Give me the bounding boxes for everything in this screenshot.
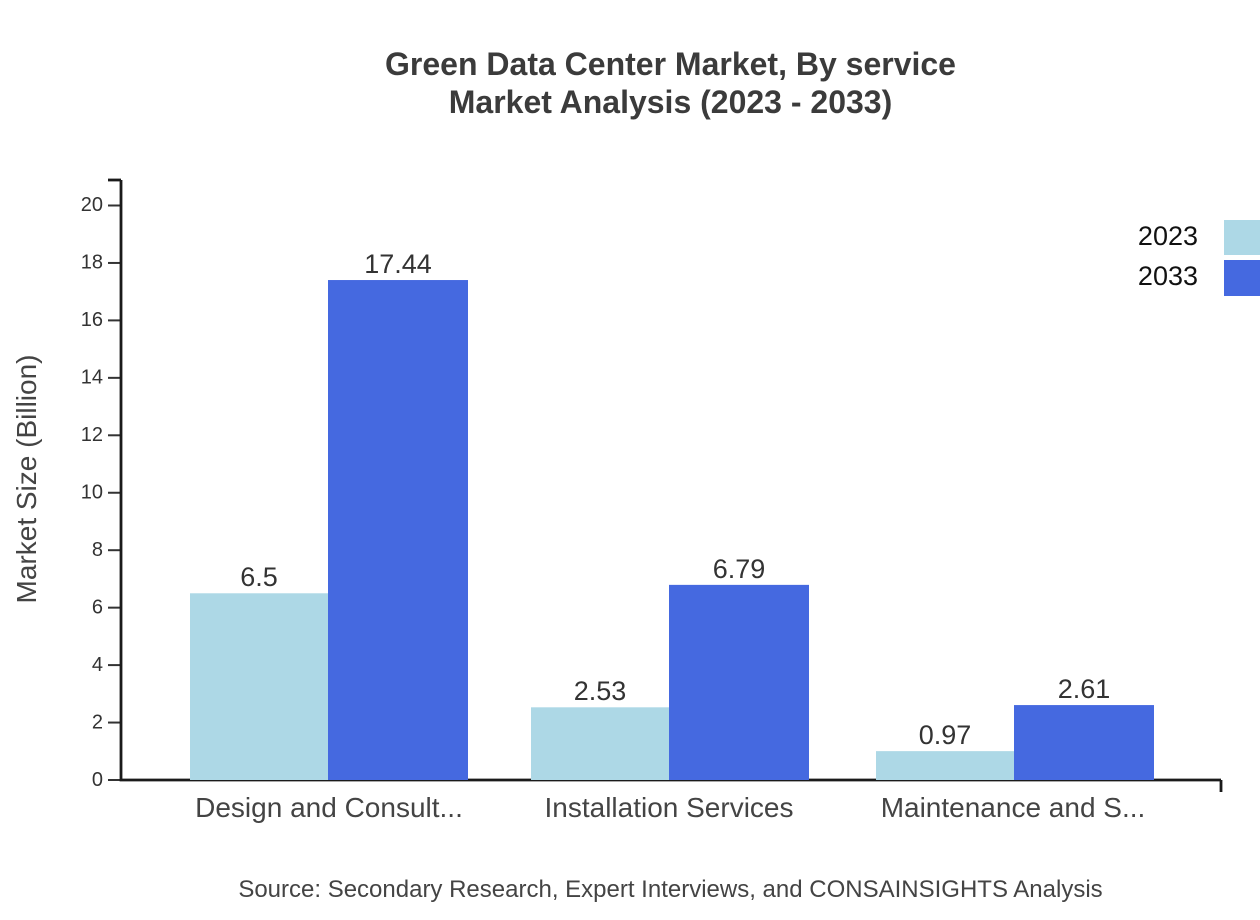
svg-text:Market Size (Billion): Market Size (Billion) bbox=[11, 355, 42, 604]
svg-text:17.44: 17.44 bbox=[364, 249, 432, 279]
svg-text:2: 2 bbox=[92, 712, 103, 734]
svg-text:16: 16 bbox=[81, 309, 103, 331]
svg-text:2023: 2023 bbox=[1138, 221, 1198, 251]
svg-text:2033: 2033 bbox=[1138, 261, 1198, 291]
svg-text:14: 14 bbox=[81, 367, 103, 389]
svg-text:10: 10 bbox=[81, 482, 103, 504]
svg-text:6: 6 bbox=[92, 597, 103, 619]
svg-text:0: 0 bbox=[92, 769, 103, 791]
svg-text:Design and Consult...: Design and Consult... bbox=[195, 792, 463, 823]
svg-text:2.53: 2.53 bbox=[574, 676, 627, 706]
svg-text:2.61: 2.61 bbox=[1058, 674, 1111, 704]
svg-text:8: 8 bbox=[92, 539, 103, 561]
svg-text:20: 20 bbox=[81, 194, 103, 216]
svg-text:0.97: 0.97 bbox=[919, 720, 972, 750]
svg-text:Maintenance and S...: Maintenance and S... bbox=[881, 792, 1146, 823]
svg-text:4: 4 bbox=[92, 654, 103, 676]
svg-text:6.5: 6.5 bbox=[240, 562, 278, 592]
svg-text:18: 18 bbox=[81, 252, 103, 274]
svg-text:12: 12 bbox=[81, 424, 103, 446]
svg-text:Installation Services: Installation Services bbox=[544, 792, 793, 823]
svg-text:6.79: 6.79 bbox=[713, 554, 766, 584]
